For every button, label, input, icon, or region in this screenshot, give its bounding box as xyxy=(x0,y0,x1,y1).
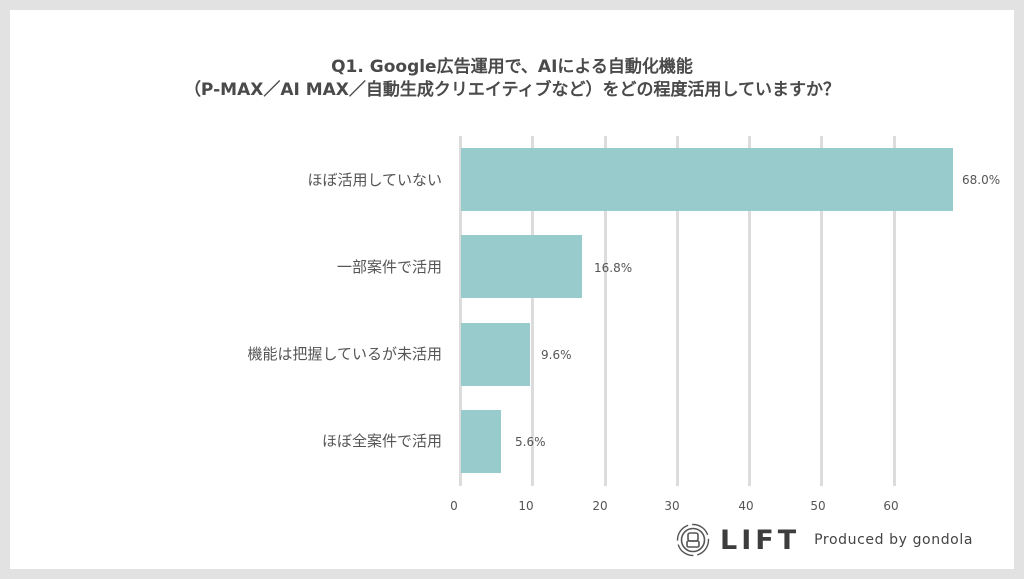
bar-0 xyxy=(461,148,953,211)
bar-1 xyxy=(461,235,582,298)
title-line-2: （P-MAX／AI MAX／自動生成クリエイティブなど）をどの程度活用しています… xyxy=(183,80,841,100)
x-tick: 30 xyxy=(664,499,680,513)
value-label: 9.6% xyxy=(541,348,572,362)
value-label: 16.8% xyxy=(594,261,633,275)
x-tick: 10 xyxy=(518,499,534,513)
x-tick: 50 xyxy=(810,499,826,513)
value-label: 68.0% xyxy=(962,173,1001,187)
gridline-40 xyxy=(748,136,751,486)
value-label: 5.6% xyxy=(515,435,546,449)
category-label: 機能は把握しているが未活用 xyxy=(247,345,442,363)
gridline-20 xyxy=(604,136,607,486)
category-label: ほぼ活用していない xyxy=(307,171,442,189)
title-line-1: Q1. Google広告運用で、AIによる自動化機能 xyxy=(331,57,693,77)
gridline-0 xyxy=(459,136,462,486)
gridline-30 xyxy=(676,136,679,486)
gridline-60 xyxy=(893,136,896,486)
bar-3 xyxy=(461,410,501,473)
gridline-50 xyxy=(820,136,823,486)
x-tick: 0 xyxy=(450,499,458,513)
category-label: 一部案件で活用 xyxy=(336,258,442,276)
lift-logo-icon xyxy=(676,523,710,557)
footer-brand: LIFT Produced by gondola xyxy=(676,522,973,558)
x-tick: 40 xyxy=(738,499,754,513)
category-label: ほぼ全案件で活用 xyxy=(321,432,442,450)
x-tick: 20 xyxy=(592,499,608,513)
bar-2 xyxy=(461,323,530,386)
x-tick: 60 xyxy=(883,499,899,513)
brand-name: LIFT xyxy=(720,524,801,556)
gridline-10 xyxy=(531,136,534,486)
produced-by: Produced by gondola xyxy=(814,532,974,548)
